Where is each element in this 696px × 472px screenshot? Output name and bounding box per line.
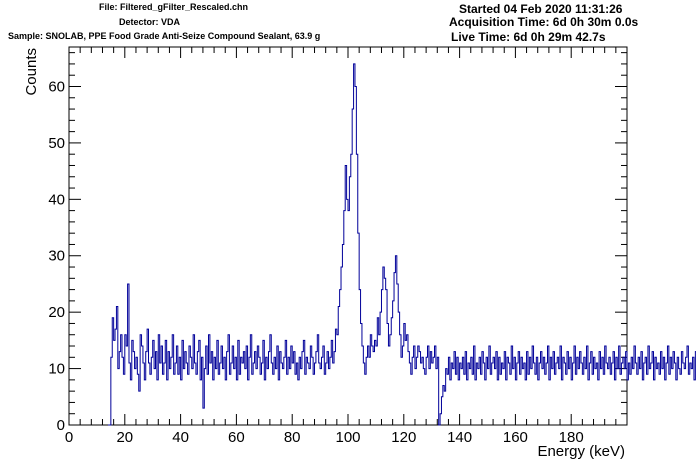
sample-label: Sample: SNOLAB, PPE Food Grade Anti-Seiz… xyxy=(8,31,321,41)
x-tick-label: 0 xyxy=(65,429,73,446)
live-time-label: Live Time: 6d 0h 29m 42.7s xyxy=(451,30,606,44)
chart-axes: 0 20 40 60 80 100 120 140 160 180 0 10 20 30 40 50 60 xyxy=(48,47,628,446)
x-tick-label: 140 xyxy=(447,429,472,446)
data-series xyxy=(108,63,696,426)
y-tick-label: 30 xyxy=(48,248,65,265)
x-tick-label: 40 xyxy=(172,429,189,446)
y-tick-label: 60 xyxy=(48,78,65,95)
x-tick-label: 80 xyxy=(284,429,301,446)
y-tick-label: 20 xyxy=(48,304,65,321)
spectrum-line xyxy=(108,63,696,426)
x-tick-label: 100 xyxy=(335,429,360,446)
x-tick-label: 180 xyxy=(559,429,584,446)
file-name-label: File: Filtered_gFilter_Rescaled.chn xyxy=(99,2,249,12)
start-time-label: Started 04 Feb 2020 11:31:26 xyxy=(459,2,623,16)
x-tick-label: 20 xyxy=(116,429,133,446)
x-tick-label: 60 xyxy=(228,429,245,446)
y-tick-label: 50 xyxy=(48,135,65,152)
detector-label: Detector: VDA xyxy=(119,17,181,27)
y-tick-label: 40 xyxy=(48,191,65,208)
y-tick-label: 0 xyxy=(57,417,65,434)
y-tick-label: 10 xyxy=(48,361,65,378)
x-axis-title: Energy (keV) xyxy=(537,443,625,460)
acquisition-time-label: Acquisition Time: 6d 0h 30m 0.0s xyxy=(449,15,639,29)
y-axis-title: Counts xyxy=(23,48,40,96)
x-tick-label: 160 xyxy=(503,429,528,446)
x-tick-label: 120 xyxy=(391,429,416,446)
